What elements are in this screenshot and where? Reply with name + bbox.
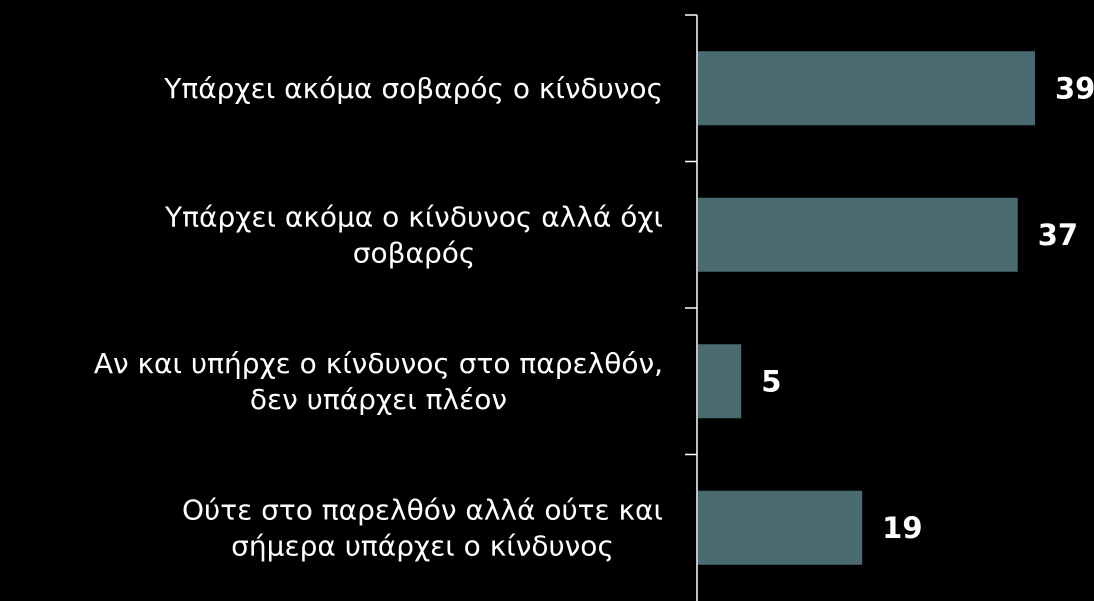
value-label: 19	[882, 511, 922, 545]
category-label-line: σοβαρός	[353, 236, 476, 269]
bar	[698, 51, 1035, 126]
bar	[698, 490, 863, 565]
category-label: Υπάρχει ακόμα ο κίνδυνος αλλά όχι σοβαρός	[164, 200, 663, 269]
category-label-line: Υπάρχει ακόμα ο κίνδυνος αλλά όχι	[164, 200, 663, 233]
bars-layer	[698, 51, 1035, 565]
value-label: 39	[1055, 71, 1094, 105]
bar	[698, 344, 742, 419]
labels-layer: 39 Υπάρχει ακόμα σοβαρός ο κίνδυνος 37 Υπάρ…	[94, 71, 1094, 562]
bar	[698, 197, 1018, 272]
category-label-line: Υπάρχει ακόμα σοβαρός ο κίνδυνος	[163, 72, 663, 105]
value-label: 5	[761, 364, 781, 398]
category-label-line: δεν υπάρχει πλέον	[250, 383, 507, 416]
category-label-line: Αν και υπήρχε ο κίνδυνος στο παρελθόν,	[94, 347, 663, 380]
category-label: Υπάρχει ακόμα σοβαρός ο κίνδυνος	[163, 72, 663, 105]
category-label-line: Ούτε στο παρελθόν αλλά ούτε και	[182, 493, 663, 526]
category-label-line: σήμερα υπάρχει ο κίνδυνος	[231, 529, 614, 562]
category-label: Ούτε στο παρελθόν αλλά ούτε και σήμερα υπ…	[182, 493, 663, 562]
category-label: Αν και υπήρχε ο κίνδυνος στο παρελθόν, δε…	[94, 347, 663, 416]
axis-layer	[685, 14, 698, 601]
value-label: 37	[1038, 218, 1078, 252]
